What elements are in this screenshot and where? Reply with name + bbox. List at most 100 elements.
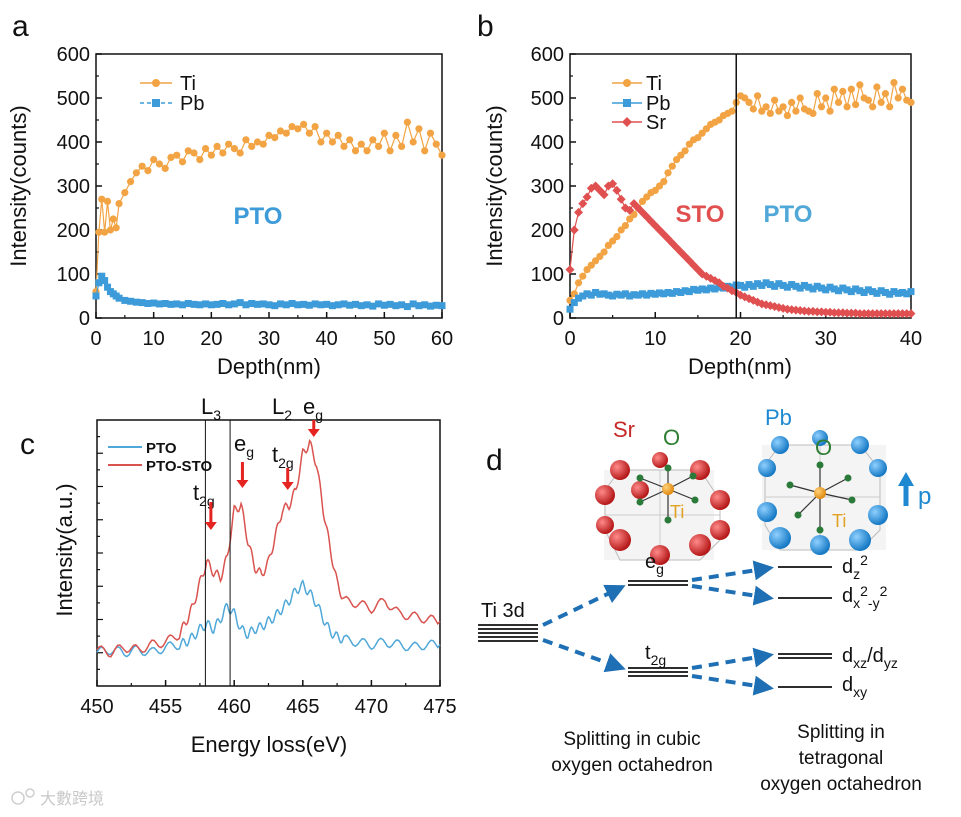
point-pb (869, 288, 877, 296)
y-tick-label: 0 (553, 308, 564, 330)
y-tick-label: 500 (57, 88, 90, 110)
point-ti (894, 94, 902, 102)
point-pb (681, 287, 689, 295)
point-ti (294, 125, 302, 133)
energy-level-diagram: Ti 3d eg t2g (478, 551, 898, 700)
ti3d-levels (478, 624, 538, 642)
series-line-pto (96, 579, 441, 658)
point-ti (660, 178, 668, 186)
point-ti (877, 98, 885, 106)
point-ti (415, 125, 423, 133)
y-tick-label: 300 (57, 176, 90, 198)
point-ti (817, 103, 826, 111)
point-pb (150, 299, 158, 307)
point-pb (835, 287, 843, 295)
sr-atom (596, 516, 614, 534)
point-pb (265, 301, 273, 309)
legend-b-sr-label: Sr (646, 112, 666, 134)
point-pb (817, 284, 825, 292)
point-ti (167, 153, 175, 161)
point-pb (775, 280, 783, 288)
point-ti (890, 79, 898, 87)
point-ti (847, 85, 855, 93)
point-pb (660, 290, 668, 298)
point-pb (230, 300, 238, 308)
point-pb (707, 284, 715, 292)
point-pb (138, 299, 146, 307)
point-pb (95, 279, 103, 287)
point-pb (651, 290, 659, 298)
polarization-label: p (918, 483, 931, 510)
point-sr (569, 225, 579, 235)
y-tick-label: 0 (79, 308, 90, 330)
point-ti (796, 94, 804, 102)
x-tick-label: 30 (258, 328, 280, 350)
point-ti (826, 107, 834, 115)
x-tick-label: 460 (218, 696, 251, 718)
point-pb (202, 300, 210, 308)
y-tick-label: 200 (57, 220, 90, 242)
point-pb (805, 283, 813, 291)
point-pb (783, 283, 791, 291)
point-ti (783, 112, 791, 120)
legend-c-pto-label: PTO (146, 440, 177, 457)
point-ti (613, 233, 621, 241)
point-pb (101, 277, 109, 285)
point-pb (369, 302, 377, 310)
pb-atom (868, 505, 888, 525)
label-L3: L3 (201, 394, 221, 423)
ti3d-label: Ti 3d (481, 600, 525, 622)
point-ti (184, 147, 192, 155)
o-atom (691, 496, 699, 504)
label-eg-mid: eg (234, 431, 254, 460)
point-ti (813, 90, 821, 98)
panel-b-pto-annotation: PTO (764, 201, 813, 228)
point-ti (881, 90, 890, 98)
point-pb (809, 285, 817, 293)
point-ti (106, 226, 115, 234)
label-L2: L2 (272, 394, 292, 423)
point-ti (103, 197, 112, 205)
pb-atom (757, 502, 777, 522)
point-pb (830, 285, 838, 293)
point-ti (374, 142, 383, 150)
point-ti (138, 162, 146, 170)
point-ti (363, 147, 371, 155)
point-sr (599, 190, 609, 200)
point-pb (271, 302, 279, 310)
point-pb (822, 286, 830, 294)
point-ti (432, 140, 440, 148)
point-pb (643, 291, 651, 299)
x-tick-label: 0 (564, 328, 575, 350)
legend-b-ti-label: Ti (646, 73, 662, 95)
panel-c-edge-lines (204, 420, 231, 686)
panel-a-ylabel: Intensity(counts) (6, 105, 31, 266)
point-pb (698, 285, 706, 293)
point-ti (851, 101, 860, 109)
point-ti (276, 127, 285, 135)
point-ti (843, 103, 851, 111)
point-pb (225, 301, 233, 309)
point-ti (95, 228, 103, 236)
point-pb (647, 289, 655, 297)
point-ti (869, 103, 877, 111)
x-tick-label: 30 (815, 328, 837, 350)
point-ti (346, 136, 354, 144)
point-pb (438, 302, 446, 310)
sr-atom (631, 481, 649, 499)
point-pb (253, 300, 261, 308)
o-atom (848, 496, 856, 504)
point-ti (421, 147, 429, 155)
point-pb (236, 299, 244, 307)
point-pb (621, 290, 629, 298)
point-pb (626, 292, 634, 300)
point-ti (839, 87, 847, 95)
point-ti (426, 129, 435, 137)
panel-b-sto-annotation: STO (676, 201, 725, 228)
sr-atom (652, 452, 668, 468)
point-pb (894, 289, 902, 297)
point-ti (728, 107, 736, 115)
panel-d-label: d (486, 444, 503, 477)
pb-atom (812, 430, 828, 446)
point-ti (749, 105, 757, 113)
